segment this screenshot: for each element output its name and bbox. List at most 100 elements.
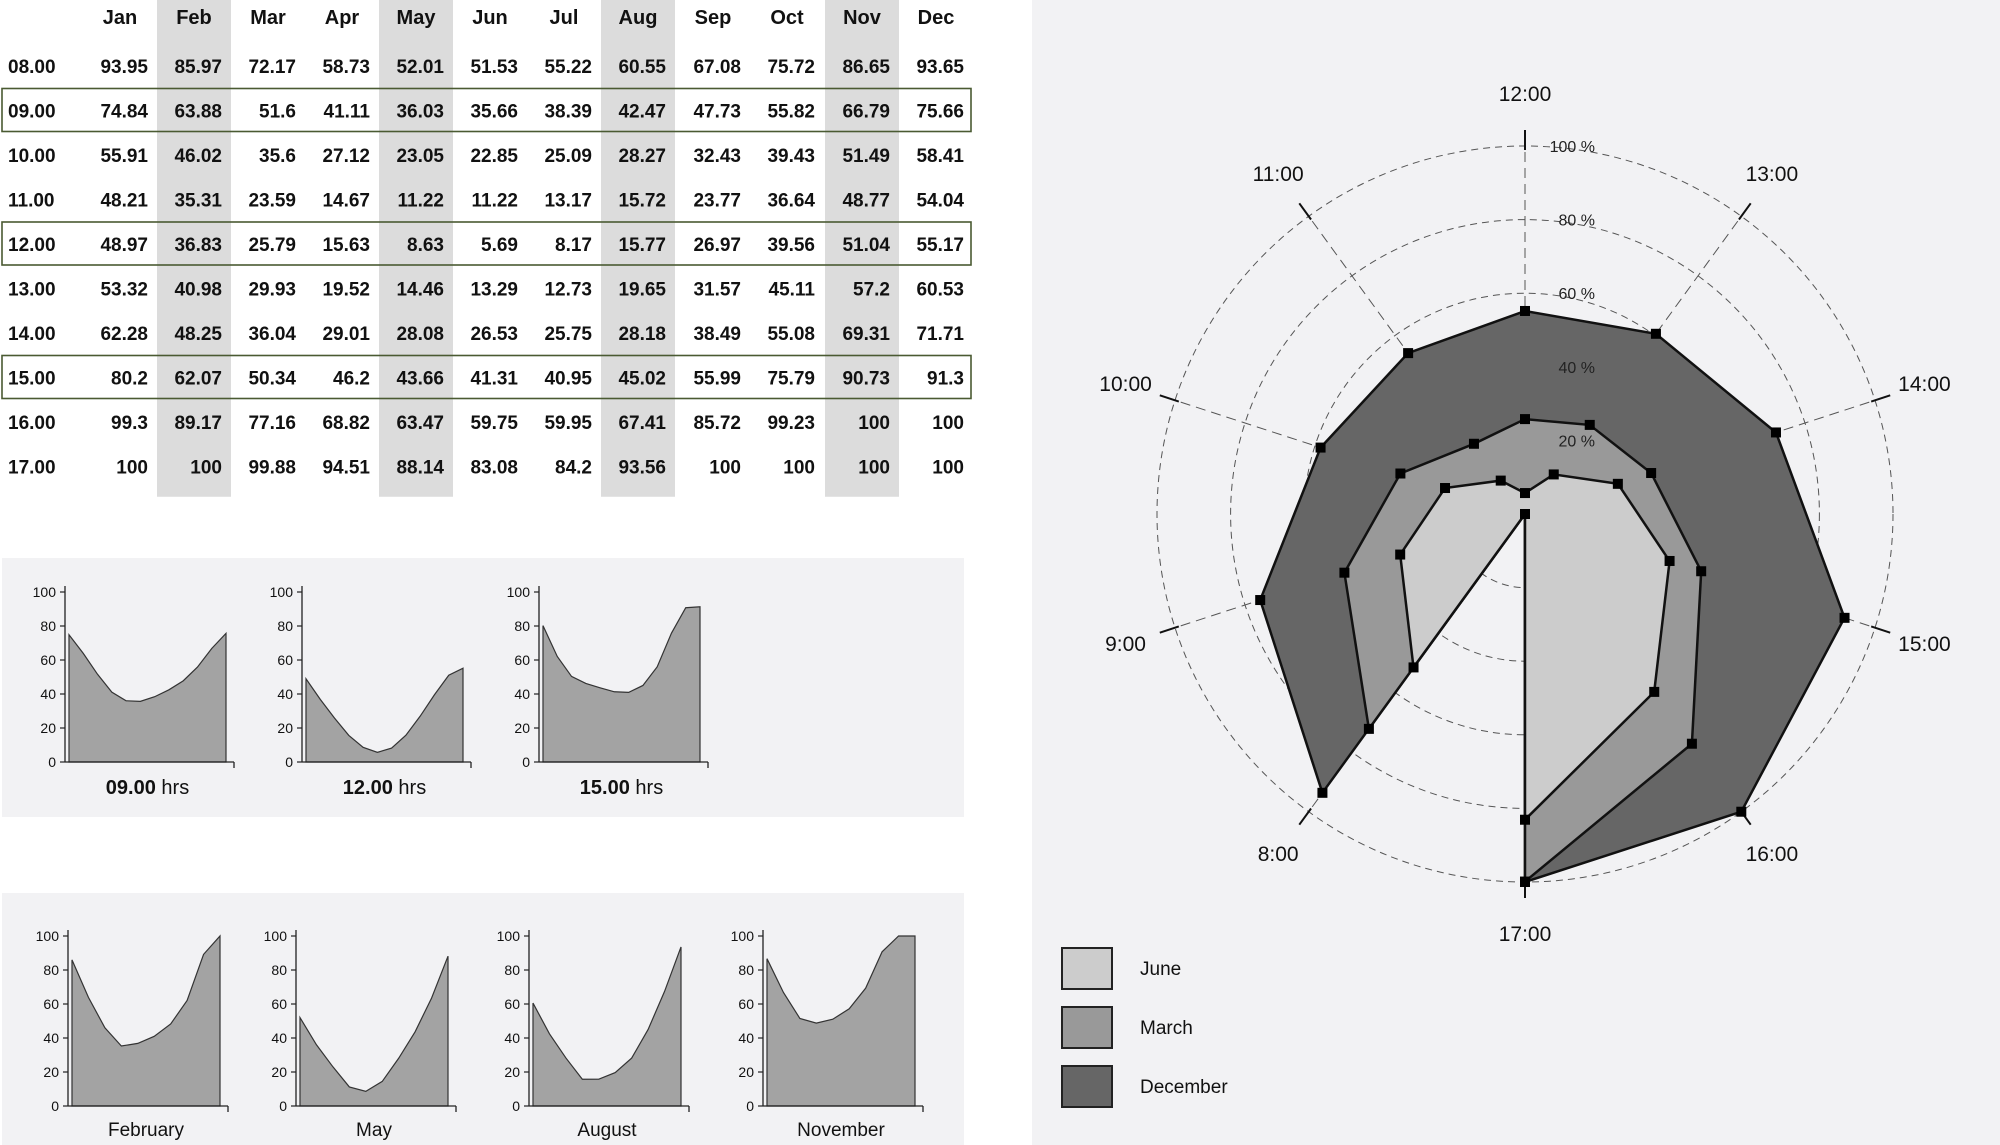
table-cell: 19.65	[618, 280, 666, 301]
table-cell: 40.98	[174, 280, 222, 301]
radar-point	[1468, 438, 1479, 449]
month-header-apr: Apr	[325, 7, 360, 29]
table-cell: 12.73	[544, 280, 592, 301]
radar-ring-label: 80 %	[1559, 213, 1595, 230]
table-cell: 93.56	[618, 458, 666, 479]
area-chart-3: 0 20 40 60 80 100 February	[36, 928, 229, 1141]
table-cell: 51.04	[842, 235, 890, 256]
table-cell: 25.09	[544, 146, 592, 167]
row-time-label: 17.00	[8, 458, 56, 479]
chart-title: May	[356, 1120, 392, 1141]
radar-axis-tick	[1159, 625, 1180, 634]
column-highlight-feb	[157, 0, 231, 497]
table-cell: 60.55	[618, 57, 666, 78]
row-time-label: 09.00	[8, 102, 56, 123]
table-cell: 15.63	[322, 235, 370, 256]
row-box-15.00	[1, 354, 972, 400]
area-series	[299, 955, 449, 1107]
radar-center-point	[1520, 509, 1530, 519]
radar-point	[1646, 468, 1657, 479]
month-header-sep: Sep	[695, 7, 732, 29]
y-tick-label: 80	[43, 962, 59, 978]
table-cell: 54.04	[916, 191, 964, 212]
legend-label: March	[1140, 1018, 1193, 1039]
legend-swatch	[1061, 1065, 1113, 1108]
table-cell: 72.17	[248, 57, 296, 78]
row-time-label: 13.00	[8, 280, 56, 301]
table-cell: 25.79	[248, 235, 296, 256]
table-cell: 41.11	[324, 102, 371, 123]
table-cell: 41.31	[470, 369, 518, 390]
monthly-area-charts-panel: 0 20 40 60 80 100 February 0 20 40 60 80 100 May 0 20 40…	[2, 893, 964, 1145]
y-tick-label: 80	[514, 618, 530, 634]
table-cell: 75.79	[767, 369, 815, 390]
table-cell: 15.77	[618, 235, 666, 256]
radar-point	[1736, 806, 1747, 817]
table-cell: 38.49	[693, 324, 741, 345]
table-cell: 52.01	[396, 57, 444, 78]
month-header-may: May	[397, 7, 437, 29]
area-series	[542, 606, 701, 763]
table-cell: 14.67	[322, 191, 370, 212]
chart-title: 09.00 hrs	[106, 777, 189, 799]
y-tick-label: 80	[40, 618, 56, 634]
chart-title: November	[797, 1120, 885, 1141]
table-cell: 38.39	[544, 102, 592, 123]
table-cell: 88.14	[396, 458, 444, 479]
table-cell: 36.03	[396, 102, 444, 123]
radar-axis-label: 17:00	[1499, 923, 1552, 946]
radar-ring-label: 60 %	[1559, 286, 1595, 303]
month-header-jun: Jun	[472, 7, 508, 29]
chart-title: 12.00 hrs	[343, 777, 426, 799]
table-cell: 36.83	[174, 235, 222, 256]
y-tick-label: 40	[277, 686, 293, 702]
radar-point	[1520, 488, 1530, 499]
table-cell: 55.17	[916, 235, 964, 256]
table-cell: 13.29	[470, 280, 518, 301]
table-cell: 11.22	[472, 191, 519, 212]
radar-axis-label: 15:00	[1898, 633, 1951, 656]
table-cell: 60.53	[916, 280, 964, 301]
table-cell: 100	[932, 413, 964, 434]
y-tick-label: 20	[514, 720, 530, 736]
y-tick-label: 40	[40, 686, 56, 702]
y-tick-label: 100	[264, 928, 288, 944]
table-cell: 47.73	[693, 102, 741, 123]
table-cell: 48.21	[100, 191, 148, 212]
legend-label: December	[1140, 1077, 1228, 1098]
radar-axis-label: 13:00	[1746, 163, 1799, 186]
radar-axis-tick	[1298, 807, 1312, 826]
table-cell: 80.2	[111, 369, 148, 390]
table-cell: 51.53	[470, 57, 518, 78]
radar-point	[1363, 723, 1374, 734]
radar-axis-label: 12:00	[1499, 83, 1552, 106]
radar-axis-tick	[1870, 394, 1891, 403]
y-tick-label: 40	[43, 1030, 59, 1046]
y-tick-label: 100	[507, 584, 531, 600]
table-cell: 62.07	[174, 369, 222, 390]
row-time-label: 14.00	[8, 324, 56, 345]
table-cell: 69.31	[842, 324, 890, 345]
table-cell: 66.79	[842, 102, 890, 123]
table-cell: 53.32	[100, 280, 148, 301]
table-cell: 100	[709, 458, 741, 479]
table-cell: 35.31	[174, 191, 222, 212]
table-cell: 100	[858, 413, 890, 434]
table-cell: 85.97	[174, 57, 222, 78]
radar-point	[1584, 419, 1595, 430]
table-cell: 11.22	[398, 191, 445, 212]
month-header-aug: Aug	[619, 7, 658, 29]
y-tick-label: 60	[277, 652, 293, 668]
table-cell: 58.73	[322, 57, 370, 78]
radar-point	[1839, 612, 1850, 623]
table-cell: 28.18	[618, 324, 666, 345]
radar-axis-tick	[1870, 625, 1891, 634]
radar-axis-tick	[1159, 394, 1180, 403]
y-tick-label: 40	[504, 1030, 520, 1046]
radar-series-june	[1395, 469, 1675, 825]
table-cell: 99.23	[767, 413, 815, 434]
table-cell: 89.17	[174, 413, 222, 434]
radar-chart-panel: 20 % 40 % 60 % 80 % 100 % 12:00 13:00 14:00 15:0…	[1032, 0, 2000, 1145]
table-cell: 67.08	[693, 57, 741, 78]
table-cell: 57.2	[853, 280, 890, 301]
